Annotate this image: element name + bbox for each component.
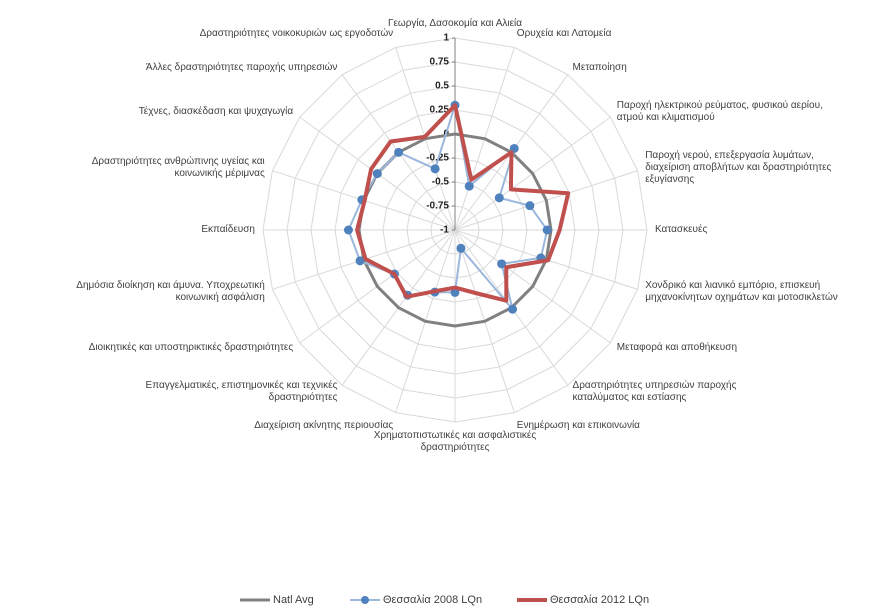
category-label: Χρηματοπιστωτικές και ασφαλιστικές δραστ… (373, 430, 537, 453)
category-label: Κατασκευές (655, 224, 708, 235)
series-marker (372, 169, 382, 179)
legend-label: Natl Avg (273, 594, 314, 606)
axis-tick-label: 0.25 (430, 105, 450, 116)
category-label: Μεταποίηση (572, 62, 627, 74)
category-label: Μεταφορά και αποθήκευση (616, 341, 738, 353)
series-marker (525, 201, 535, 211)
category-label: Χονδρικό και λιανικό εμπόριο, επισκευή μ… (645, 279, 838, 303)
axis-tick-label: -1 (440, 225, 449, 236)
axis-tick-label: -0.75 (426, 201, 449, 212)
series-marker (542, 225, 552, 235)
series-marker (355, 256, 365, 266)
series-marker (494, 193, 504, 203)
series-marker (456, 243, 466, 253)
category-label: Τέχνες, διασκέδαση και ψυχαγωγία (138, 106, 294, 118)
axis-tick-label: 0.5 (435, 81, 449, 92)
legend-marker (361, 596, 369, 604)
axis-tick-label: 0.75 (430, 57, 450, 68)
category-label: Άλλες δραστηριότητες παροχής υπηρεσιών (145, 62, 338, 74)
series-marker (430, 164, 440, 174)
series-marker (508, 304, 518, 314)
legend-label: Θεσσαλία 2008 LQn (383, 594, 482, 606)
category-label: Επαγγελματικές, επιστημονικές και τεχνικ… (145, 379, 338, 403)
axis-tick-label: -0.5 (432, 177, 450, 188)
category-label: Ενημέρωση και επικοινωνία (516, 420, 640, 432)
category-label: Διαχείριση ακίνητης περιουσίας (254, 420, 394, 432)
category-label: Παροχή νερού, επεξεργασία λυμάτων, διαχε… (645, 150, 832, 186)
category-label: Δημόσια διοίκηση και άμυνα. Υποχρεωτική … (76, 279, 265, 303)
series-line (355, 103, 571, 303)
series-marker (394, 147, 404, 157)
category-label: Παροχή ηλεκτρικού ρεύματος, φυσικού αερί… (616, 100, 823, 124)
legend-label: Θεσσαλία 2012 LQn (550, 594, 649, 606)
category-label: Δραστηριότητες ανθρώπινης υγείας και κοι… (91, 156, 265, 180)
category-label: Δραστηριότητες νοικοκυριών ως εργοδοτών (199, 27, 394, 39)
category-label: Γεωργία, Δασοκομία και Αλιεία (387, 18, 523, 29)
axis-tick-label: 1 (443, 33, 449, 44)
category-label: Διοικητικές και υποστηρικτικές δραστηριό… (88, 341, 294, 353)
series-marker (497, 259, 507, 269)
category-label: Εκπαίδευση (201, 224, 255, 235)
series-marker (343, 225, 353, 235)
category-label: Δραστηριότητες υπηρεσιών παροχής καταλύμ… (572, 379, 737, 403)
category-label: Ορυχεία και Λατομεία (516, 27, 612, 39)
series-marker (464, 181, 474, 191)
